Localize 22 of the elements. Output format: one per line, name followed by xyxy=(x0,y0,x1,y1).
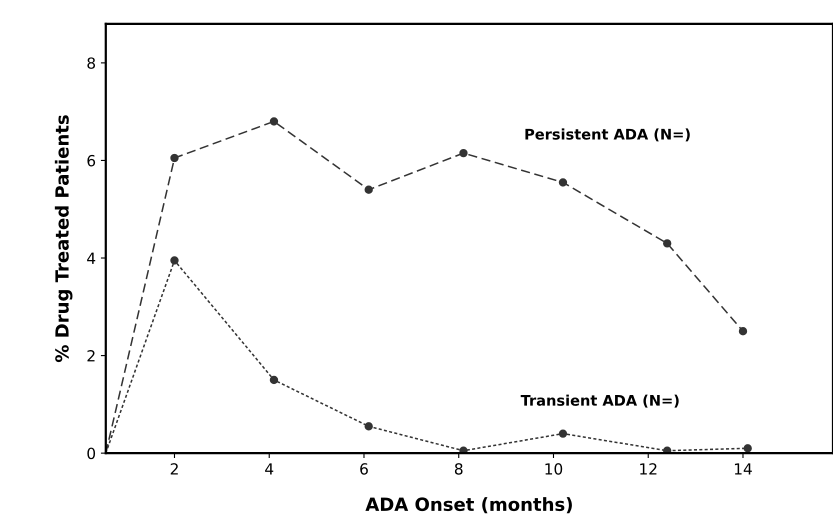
point xyxy=(663,239,672,248)
x-tick-label: 14 xyxy=(734,463,752,474)
point xyxy=(558,429,568,438)
x-tick-label: 4 xyxy=(265,463,274,474)
y-axis-title: % Drug Treated Patients xyxy=(54,115,72,362)
x-tick-label: 8 xyxy=(454,463,463,475)
y-tick-label: 4 xyxy=(87,252,96,264)
y-tick-label: 6 xyxy=(87,154,96,166)
point xyxy=(170,256,179,265)
x-tick-label: 6 xyxy=(360,463,368,475)
y-tick-label: 0 xyxy=(87,448,96,460)
point xyxy=(270,117,278,126)
y-tick-label: 2 xyxy=(87,350,95,362)
x-tick-label: 12 xyxy=(640,463,656,474)
annotation: Transient ADA (N=) xyxy=(520,394,679,408)
y-tick-label: 8 xyxy=(87,57,96,69)
x-tick-label: 2 xyxy=(170,463,178,474)
annotation: Persistent ADA (N=) xyxy=(525,128,690,142)
point xyxy=(270,376,278,384)
x-axis-title: ADA Onset (months) xyxy=(365,497,572,514)
point xyxy=(744,444,752,452)
x-tick-label: 10 xyxy=(545,463,562,475)
